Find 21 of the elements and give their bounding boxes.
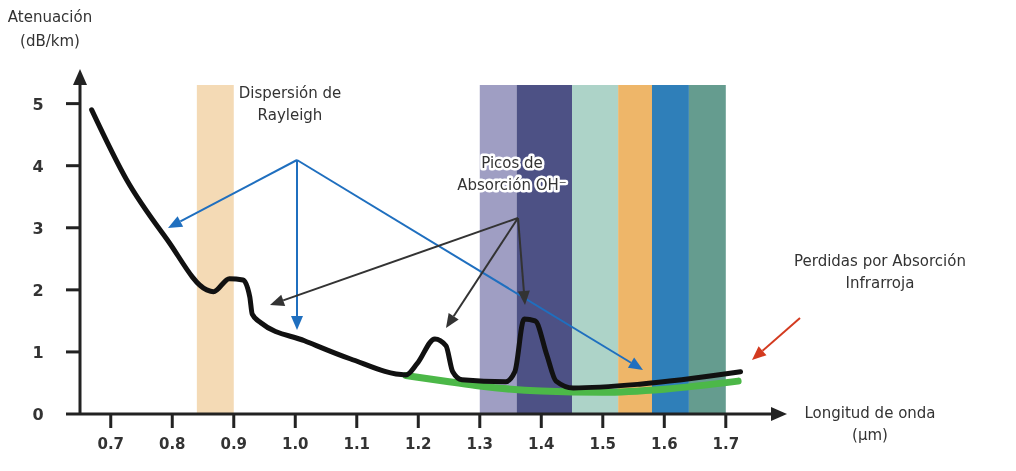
y-tick-label: 1	[32, 342, 44, 362]
x-tick-label: 1.1	[343, 435, 371, 453]
annotation: Dispersión de Rayleigh	[238, 84, 342, 124]
y-tick-label: 4	[32, 156, 44, 176]
y-tick-label: 5	[32, 94, 44, 114]
y-axis-title: Atenuación (dB/km)	[7, 8, 93, 50]
x-tick-label: 1.2	[404, 435, 432, 453]
x-tick-label: 0.9	[220, 435, 248, 453]
x-tick-label: 1.5	[589, 435, 617, 453]
y-tick-label: 3	[32, 218, 44, 238]
x-tick-label: 1.4	[527, 435, 555, 453]
x-tick-label: 1.7	[712, 435, 740, 453]
x-tick-label: 1.3	[466, 435, 494, 453]
x-tick-label: 0.8	[158, 435, 186, 453]
text: Perdidas por Absorción Infrarroja	[794, 252, 966, 292]
x-tick-label: 1.0	[281, 435, 309, 453]
x-tick-label: 0.7	[97, 435, 125, 453]
y-tick-label: 0	[32, 405, 44, 424]
x-axis-title: Longitud de onda (µm)	[804, 404, 936, 444]
x-tick-label: 1.6	[651, 435, 678, 453]
y-tick-label: 2	[32, 280, 44, 300]
